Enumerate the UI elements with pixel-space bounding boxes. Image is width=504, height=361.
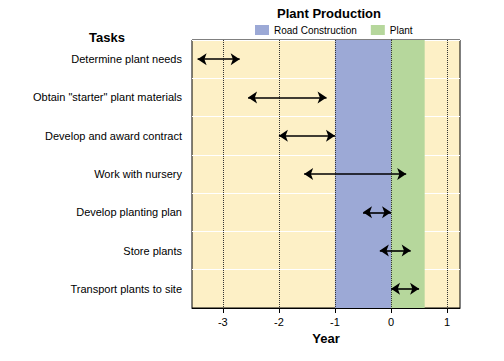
svg-text:Develop and award contract: Develop and award contract bbox=[45, 130, 182, 142]
svg-text:Road Construction: Road Construction bbox=[274, 25, 357, 36]
svg-text:Develop planting plan: Develop planting plan bbox=[76, 206, 182, 218]
svg-text:-2: -2 bbox=[274, 316, 284, 328]
svg-text:Plant: Plant bbox=[390, 25, 413, 36]
svg-text:Year: Year bbox=[312, 331, 339, 346]
svg-text:-1: -1 bbox=[330, 316, 340, 328]
svg-text:Store plants: Store plants bbox=[123, 245, 182, 257]
svg-text:Transport plants to site: Transport plants to site bbox=[71, 283, 182, 295]
svg-text:Plant Production: Plant Production bbox=[277, 6, 381, 21]
svg-text:Determine plant needs: Determine plant needs bbox=[71, 53, 182, 65]
svg-text:-3: -3 bbox=[218, 316, 228, 328]
svg-text:1: 1 bbox=[444, 316, 450, 328]
svg-text:Tasks: Tasks bbox=[89, 30, 125, 45]
svg-text:Obtain "starter" plant materia: Obtain "starter" plant materials bbox=[33, 91, 183, 103]
svg-text:0: 0 bbox=[388, 316, 394, 328]
svg-text:Work with nursery: Work with nursery bbox=[94, 168, 182, 180]
